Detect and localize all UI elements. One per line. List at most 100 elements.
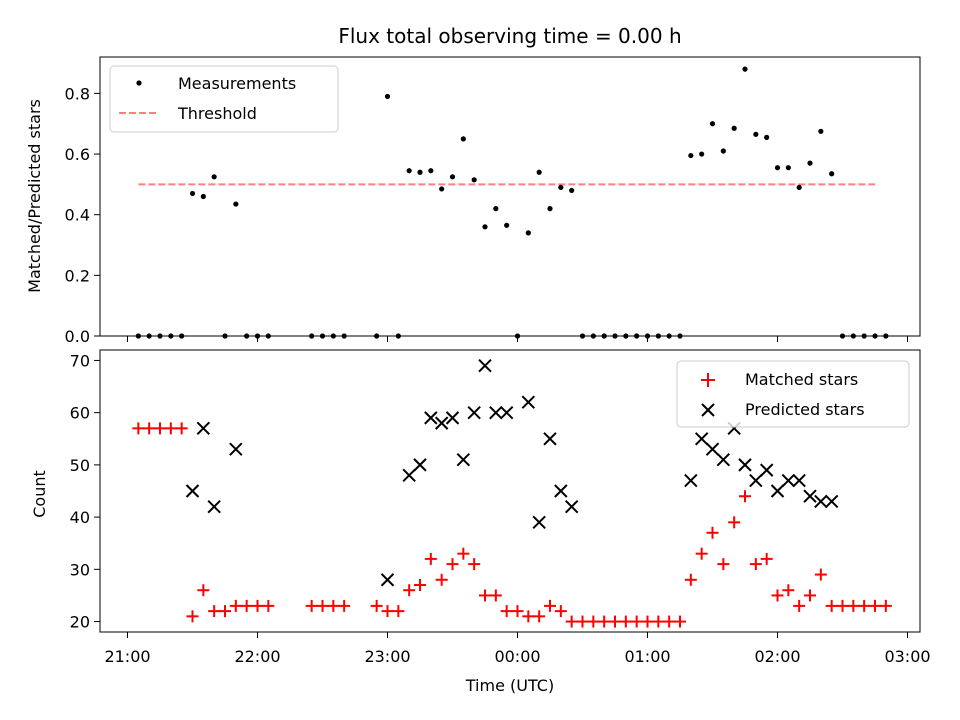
predicted-star-point [185, 484, 200, 498]
predicted-star-point [554, 484, 568, 498]
measurement-point [709, 121, 716, 127]
predicted-star-point [499, 405, 514, 420]
matched-star-point [630, 615, 643, 628]
matched-star-point [262, 599, 275, 612]
bottom-x-tick-label: 02:00 [754, 647, 800, 666]
predicted-star-point [445, 411, 460, 425]
matched-star-point [749, 558, 762, 571]
matched-star-point [771, 589, 784, 602]
legend-predicted-label: Predicted stars [745, 400, 865, 419]
predicted-star-point [489, 405, 503, 420]
bottom-x-tick-label: 03:00 [884, 647, 930, 666]
measurement-point [742, 66, 748, 72]
matched-star-point [836, 599, 849, 612]
matched-star-point [327, 599, 340, 612]
bottom-plot-marks [132, 358, 892, 628]
bottom-y-tick-label: 30 [70, 560, 90, 579]
legend-measurements-marker [136, 80, 142, 86]
measurement-point [211, 174, 217, 180]
matched-star-point [219, 605, 231, 618]
matched-star-point [879, 599, 892, 612]
measurement-point [189, 190, 196, 197]
matched-star-point [435, 573, 448, 586]
matched-star-point [468, 558, 481, 571]
matched-star-point [251, 599, 264, 612]
matched-star-point [706, 526, 719, 539]
matched-star-point [338, 599, 351, 612]
bottom-x-tick-label: 01:00 [624, 647, 670, 666]
bottom-y-tick-label: 20 [70, 613, 90, 632]
matched-star-point [684, 573, 697, 586]
predicted-star-point [229, 442, 243, 456]
matched-star-point [793, 599, 806, 612]
bottom-panel: 20 30 40 50 60 70 21:00 22:00 23:00 00:00 01:00 02… [30, 349, 931, 695]
x-axis-label: Time (UTC) [465, 676, 554, 695]
measurement-point [428, 168, 434, 174]
matched-star-point [479, 589, 491, 602]
matched-star-point [533, 610, 546, 623]
matched-star-point [717, 558, 730, 571]
measurement-point [460, 136, 466, 142]
matched-star-point [674, 615, 686, 628]
measurement-point [753, 131, 759, 137]
matched-star-point [240, 599, 253, 612]
measurement-point [774, 165, 781, 171]
predicted-star-point [705, 442, 720, 456]
predicted-star-point [749, 473, 763, 488]
measurement-point [829, 171, 835, 177]
measurement-point [569, 187, 575, 194]
top-panel: 0.00.20.40.60.8 Matched/Predicted stars … [25, 56, 921, 346]
measurement-point [493, 206, 499, 212]
predicted-star-point [738, 458, 752, 472]
measurement-point [785, 165, 791, 171]
measurement-point [384, 93, 391, 100]
top-axes-frame [99, 56, 921, 337]
predicted-star-point [196, 421, 211, 436]
top-legend-box [109, 65, 339, 133]
matched-star-point [370, 599, 383, 612]
matched-star-point [565, 615, 578, 628]
measurement-point [720, 148, 726, 154]
predicted-star-point [424, 411, 438, 425]
matched-star-point [760, 552, 773, 565]
matched-star-point [825, 599, 838, 612]
bottom-y-tick-label: 40 [70, 508, 90, 527]
measurement-point [536, 169, 542, 175]
predicted-star-point [716, 452, 731, 467]
measurement-point [558, 184, 564, 191]
matched-star-point [598, 615, 611, 628]
matched-star-point [132, 422, 145, 435]
matched-star-point [522, 610, 535, 623]
top-y-axis: 0.0 0.2 0.4 0.6 0.8 [65, 84, 100, 346]
matched-star-point [316, 599, 329, 612]
predicted-star-point [814, 494, 828, 509]
matched-star-point [858, 599, 871, 612]
predicted-star-point [402, 468, 416, 483]
bottom-x-tick-label: 23:00 [364, 647, 410, 666]
top-x-ticks [127, 336, 908, 342]
measurement-point [525, 230, 531, 236]
matched-star-point [728, 516, 741, 529]
measurement-point [807, 160, 813, 166]
matched-star-point [186, 610, 199, 623]
predicted-star-point [824, 494, 839, 509]
measurement-point [688, 152, 694, 159]
matched-star-point [446, 558, 459, 571]
bottom-x-tick-label: 00:00 [494, 647, 540, 666]
matched-star-point [619, 615, 632, 628]
predicted-star-point [684, 473, 698, 488]
top-y-tick-label: 0.0 [65, 327, 90, 346]
top-y-tick-label: 0.2 [65, 266, 90, 285]
predicted-star-point [521, 395, 536, 409]
bottom-legend-box [676, 360, 910, 428]
matched-star-point [652, 615, 665, 628]
predicted-star-point [759, 463, 774, 477]
measurement-point [818, 128, 824, 134]
matched-star-point [804, 589, 816, 602]
bottom-y-axis: 20 30 40 50 60 70 [70, 351, 100, 632]
measurement-point [796, 184, 802, 191]
legend-matched-marker [701, 373, 715, 387]
top-y-axis-label: Matched/Predicted stars [25, 99, 44, 293]
top-y-tick-label: 0.4 [65, 206, 90, 225]
top-y-tick-label: 0.6 [65, 145, 90, 164]
